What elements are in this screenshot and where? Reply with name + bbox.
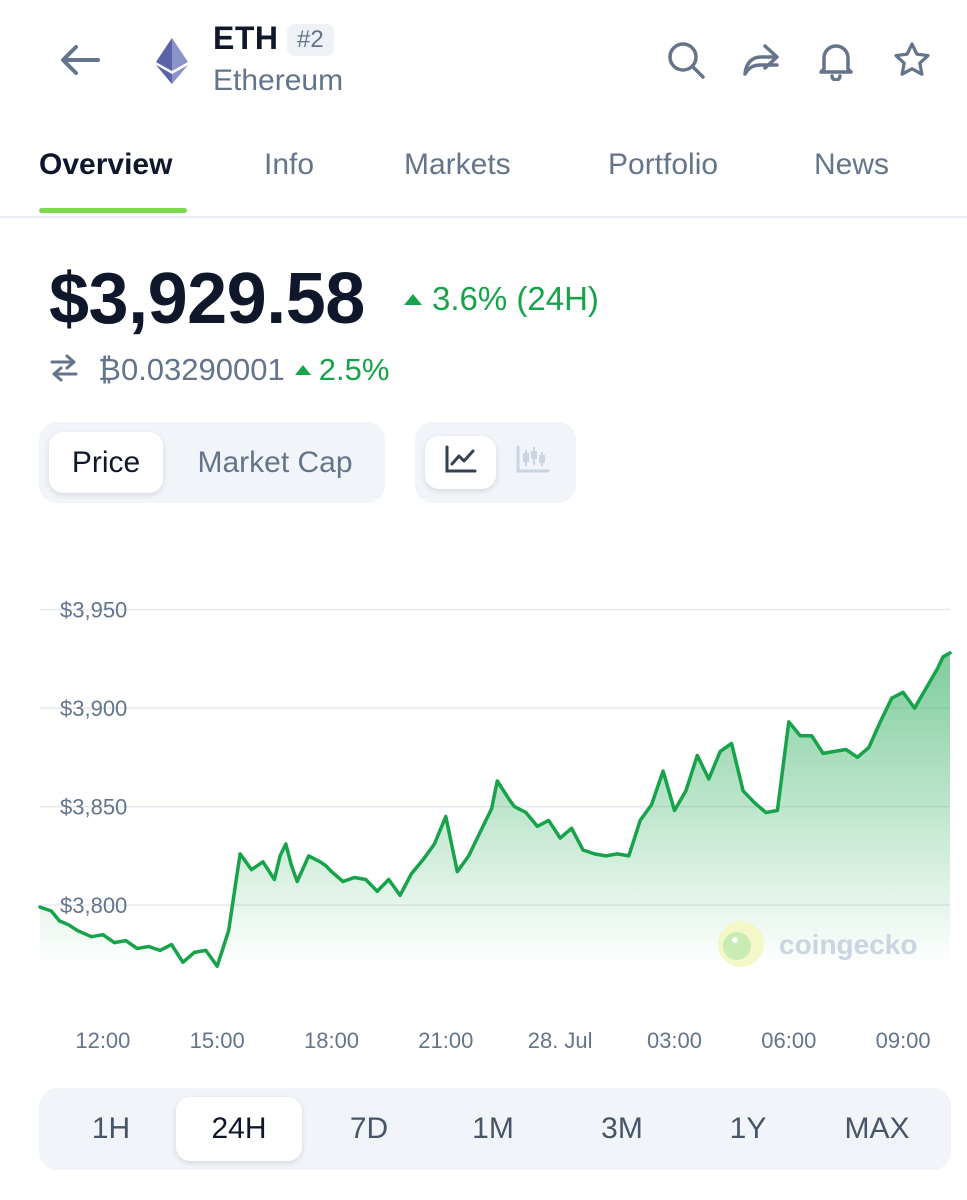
btc-change-value: 2.5% [318,352,390,387]
price-area-fill [40,652,950,967]
x-axis-tick-label: 12:00 [75,1028,130,1053]
price-chart[interactable]: $3,950 $3,900 $3,850 $3,800 coingecko 12:00… [0,560,967,1080]
tab-news[interactable]: News [814,148,890,181]
chart-metric-toggle: Price Market Cap [39,422,385,503]
star-icon [892,40,932,80]
candlestick-icon [515,444,551,482]
triangle-up-icon [404,293,422,305]
x-axis-tick-label: 18:00 [304,1028,359,1053]
price-toggle-button[interactable]: Price [49,432,163,493]
btc-price-row: ₿0.03290001 2.5% [48,352,389,388]
current-price: $3,929.58 [49,259,365,339]
triangle-up-icon [294,365,311,375]
range-max-button[interactable]: MAX [844,1112,910,1145]
arrow-left-icon [56,40,104,80]
coin-symbol: ETH [213,20,279,56]
x-axis-tick-label: 09:00 [876,1028,931,1053]
y-axis-tick-label: $3,900 [60,696,127,721]
range-1m-button[interactable]: 1M [472,1112,514,1145]
market-cap-toggle-button[interactable]: Market Cap [197,445,353,479]
coingecko-watermark: coingecko [718,921,917,967]
range-7d-button[interactable]: 7D [349,1112,389,1145]
share-icon [739,40,781,80]
range-24h-button[interactable]: 24H [176,1097,302,1161]
tab-portfolio[interactable]: Portfolio [608,148,719,181]
y-axis-tick-label: $3,950 [60,598,127,623]
favorite-button[interactable] [882,30,942,90]
rank-badge: #2 [287,24,334,56]
chart-type-toggle [415,422,576,503]
back-button[interactable] [50,30,110,90]
range-1h-button[interactable]: 1H [91,1112,131,1145]
line-chart-icon [444,444,478,482]
bell-icon [816,39,856,81]
btc-change: 2.5% [294,352,390,388]
tab-info[interactable]: Info [264,148,315,181]
alert-button[interactable] [806,30,866,90]
btc-price: ₿0.03290001 [98,352,285,387]
x-axis-tick-label: 28. Jul [528,1028,593,1053]
y-axis-tick-label: $3,850 [60,795,127,820]
range-3m-button[interactable]: 3M [601,1112,643,1145]
y-axis-tick-label: $3,800 [60,893,127,918]
search-icon [665,39,707,81]
swap-icon[interactable] [48,353,80,388]
x-axis-tick-label: 21:00 [418,1028,473,1053]
tab-bar: Overview Info Markets Portfolio News [0,130,967,218]
x-axis-tick-label: 03:00 [647,1028,702,1053]
candlestick-chart-button[interactable] [500,436,566,489]
time-range-selector: 1H 24H 7D 1M 3M 1Y MAX [39,1088,951,1170]
price-change-24h-value: 3.6% (24H) [432,280,599,317]
line-chart-button[interactable] [425,436,496,489]
search-button[interactable] [656,30,716,90]
ethereum-logo [154,36,190,91]
active-tab-indicator [39,208,187,213]
price-line [38,651,952,968]
range-1y-button[interactable]: 1Y [729,1112,767,1145]
coin-name: Ethereum [213,64,344,97]
tab-overview[interactable]: Overview [39,148,173,181]
watermark-text: coingecko [779,929,917,960]
x-axis-tick-label: 15:00 [190,1028,245,1053]
x-axis-tick-label: 06:00 [761,1028,816,1053]
price-change-24h: 3.6% (24H) [404,280,599,318]
share-button[interactable] [730,30,790,90]
tab-markets[interactable]: Markets [404,148,511,181]
